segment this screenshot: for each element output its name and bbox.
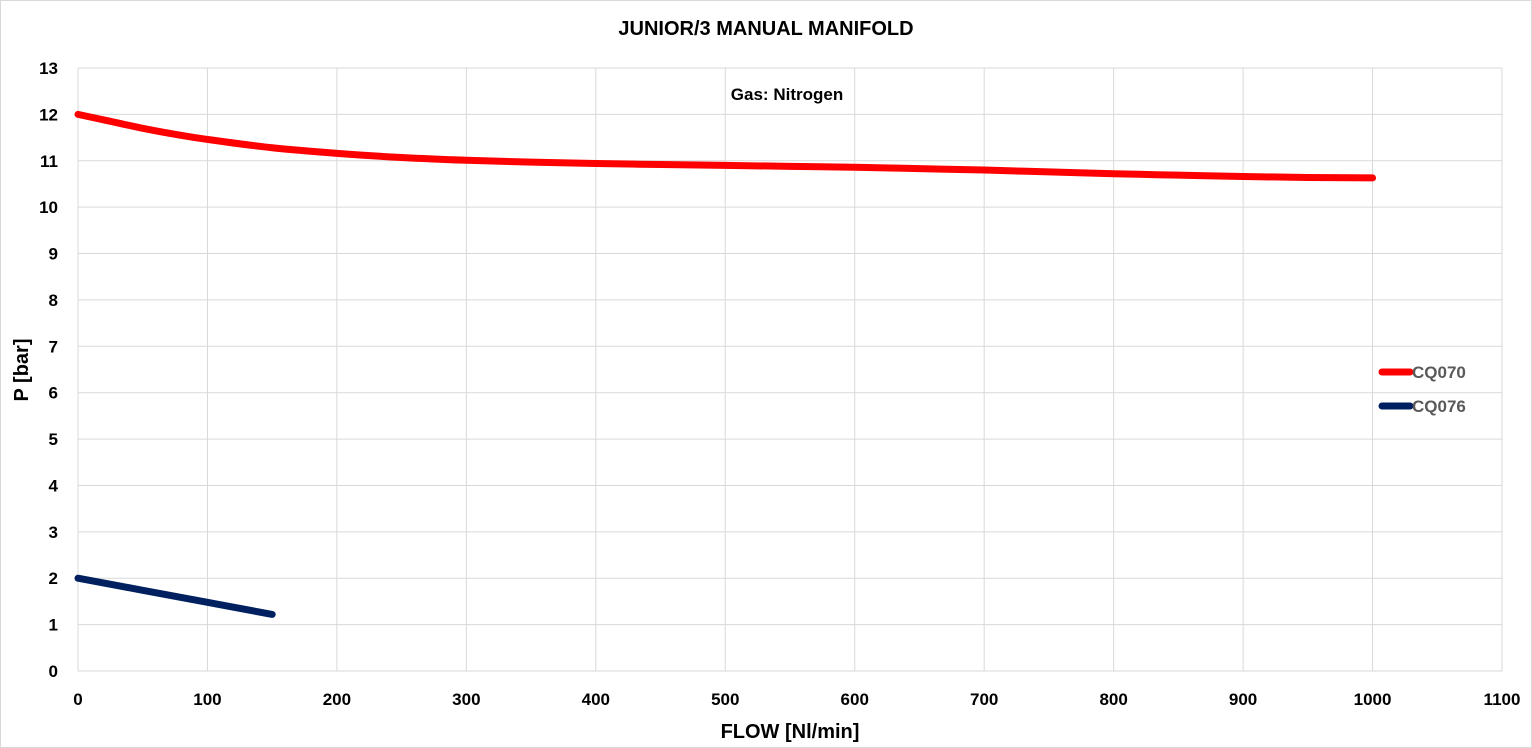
legend-label-cq070: CQ070 bbox=[1412, 363, 1466, 382]
y-tick-label: 11 bbox=[40, 152, 58, 171]
x-tick-label: 300 bbox=[452, 690, 480, 709]
x-tick-label: 600 bbox=[841, 690, 869, 709]
gas-annotation: Gas: Nitrogen bbox=[731, 85, 843, 104]
series-layer bbox=[74, 110, 1377, 618]
y-axis-title: P [bar] bbox=[11, 339, 33, 402]
x-tick-label: 0 bbox=[73, 690, 82, 709]
chart-title: JUNIOR/3 MANUAL MANIFOLD bbox=[618, 18, 913, 40]
y-tick-label: 1 bbox=[49, 616, 58, 635]
x-tick-label: 900 bbox=[1229, 690, 1257, 709]
series-line-cq076 bbox=[74, 574, 276, 618]
y-tick-label: 6 bbox=[49, 384, 58, 403]
y-tick-label: 7 bbox=[49, 337, 58, 356]
x-tick-label: 200 bbox=[323, 690, 351, 709]
legend-item-cq076: CQ076 bbox=[1378, 397, 1466, 416]
x-axis-title: FLOW [Nl/min] bbox=[721, 721, 860, 743]
y-tick-label: 2 bbox=[49, 569, 58, 588]
grid-layer bbox=[77, 67, 1503, 672]
y-tick-label: 12 bbox=[39, 105, 58, 124]
x-tick-label: 100 bbox=[193, 690, 221, 709]
y-tick-label: 5 bbox=[49, 430, 58, 449]
x-tick-label: 400 bbox=[582, 690, 610, 709]
x-tick-label: 500 bbox=[711, 690, 739, 709]
legend: CQ070 CQ076 bbox=[1378, 363, 1466, 416]
series-line-cq070 bbox=[74, 110, 1377, 182]
y-tick-label: 10 bbox=[39, 198, 58, 217]
x-tick-label: 800 bbox=[1099, 690, 1127, 709]
y-tick-label: 8 bbox=[49, 291, 58, 310]
y-tick-label: 0 bbox=[49, 662, 58, 681]
x-tick-label: 1000 bbox=[1354, 690, 1392, 709]
x-tick-label: 1100 bbox=[1484, 690, 1521, 709]
legend-label-cq076: CQ076 bbox=[1412, 397, 1466, 416]
x-tick-label: 700 bbox=[970, 690, 998, 709]
y-tick-label: 13 bbox=[39, 59, 58, 78]
y-tick-label: 4 bbox=[49, 476, 59, 495]
y-tick-label: 3 bbox=[49, 523, 58, 542]
y-tick-label: 9 bbox=[49, 245, 58, 264]
legend-item-cq070: CQ070 bbox=[1378, 363, 1466, 382]
